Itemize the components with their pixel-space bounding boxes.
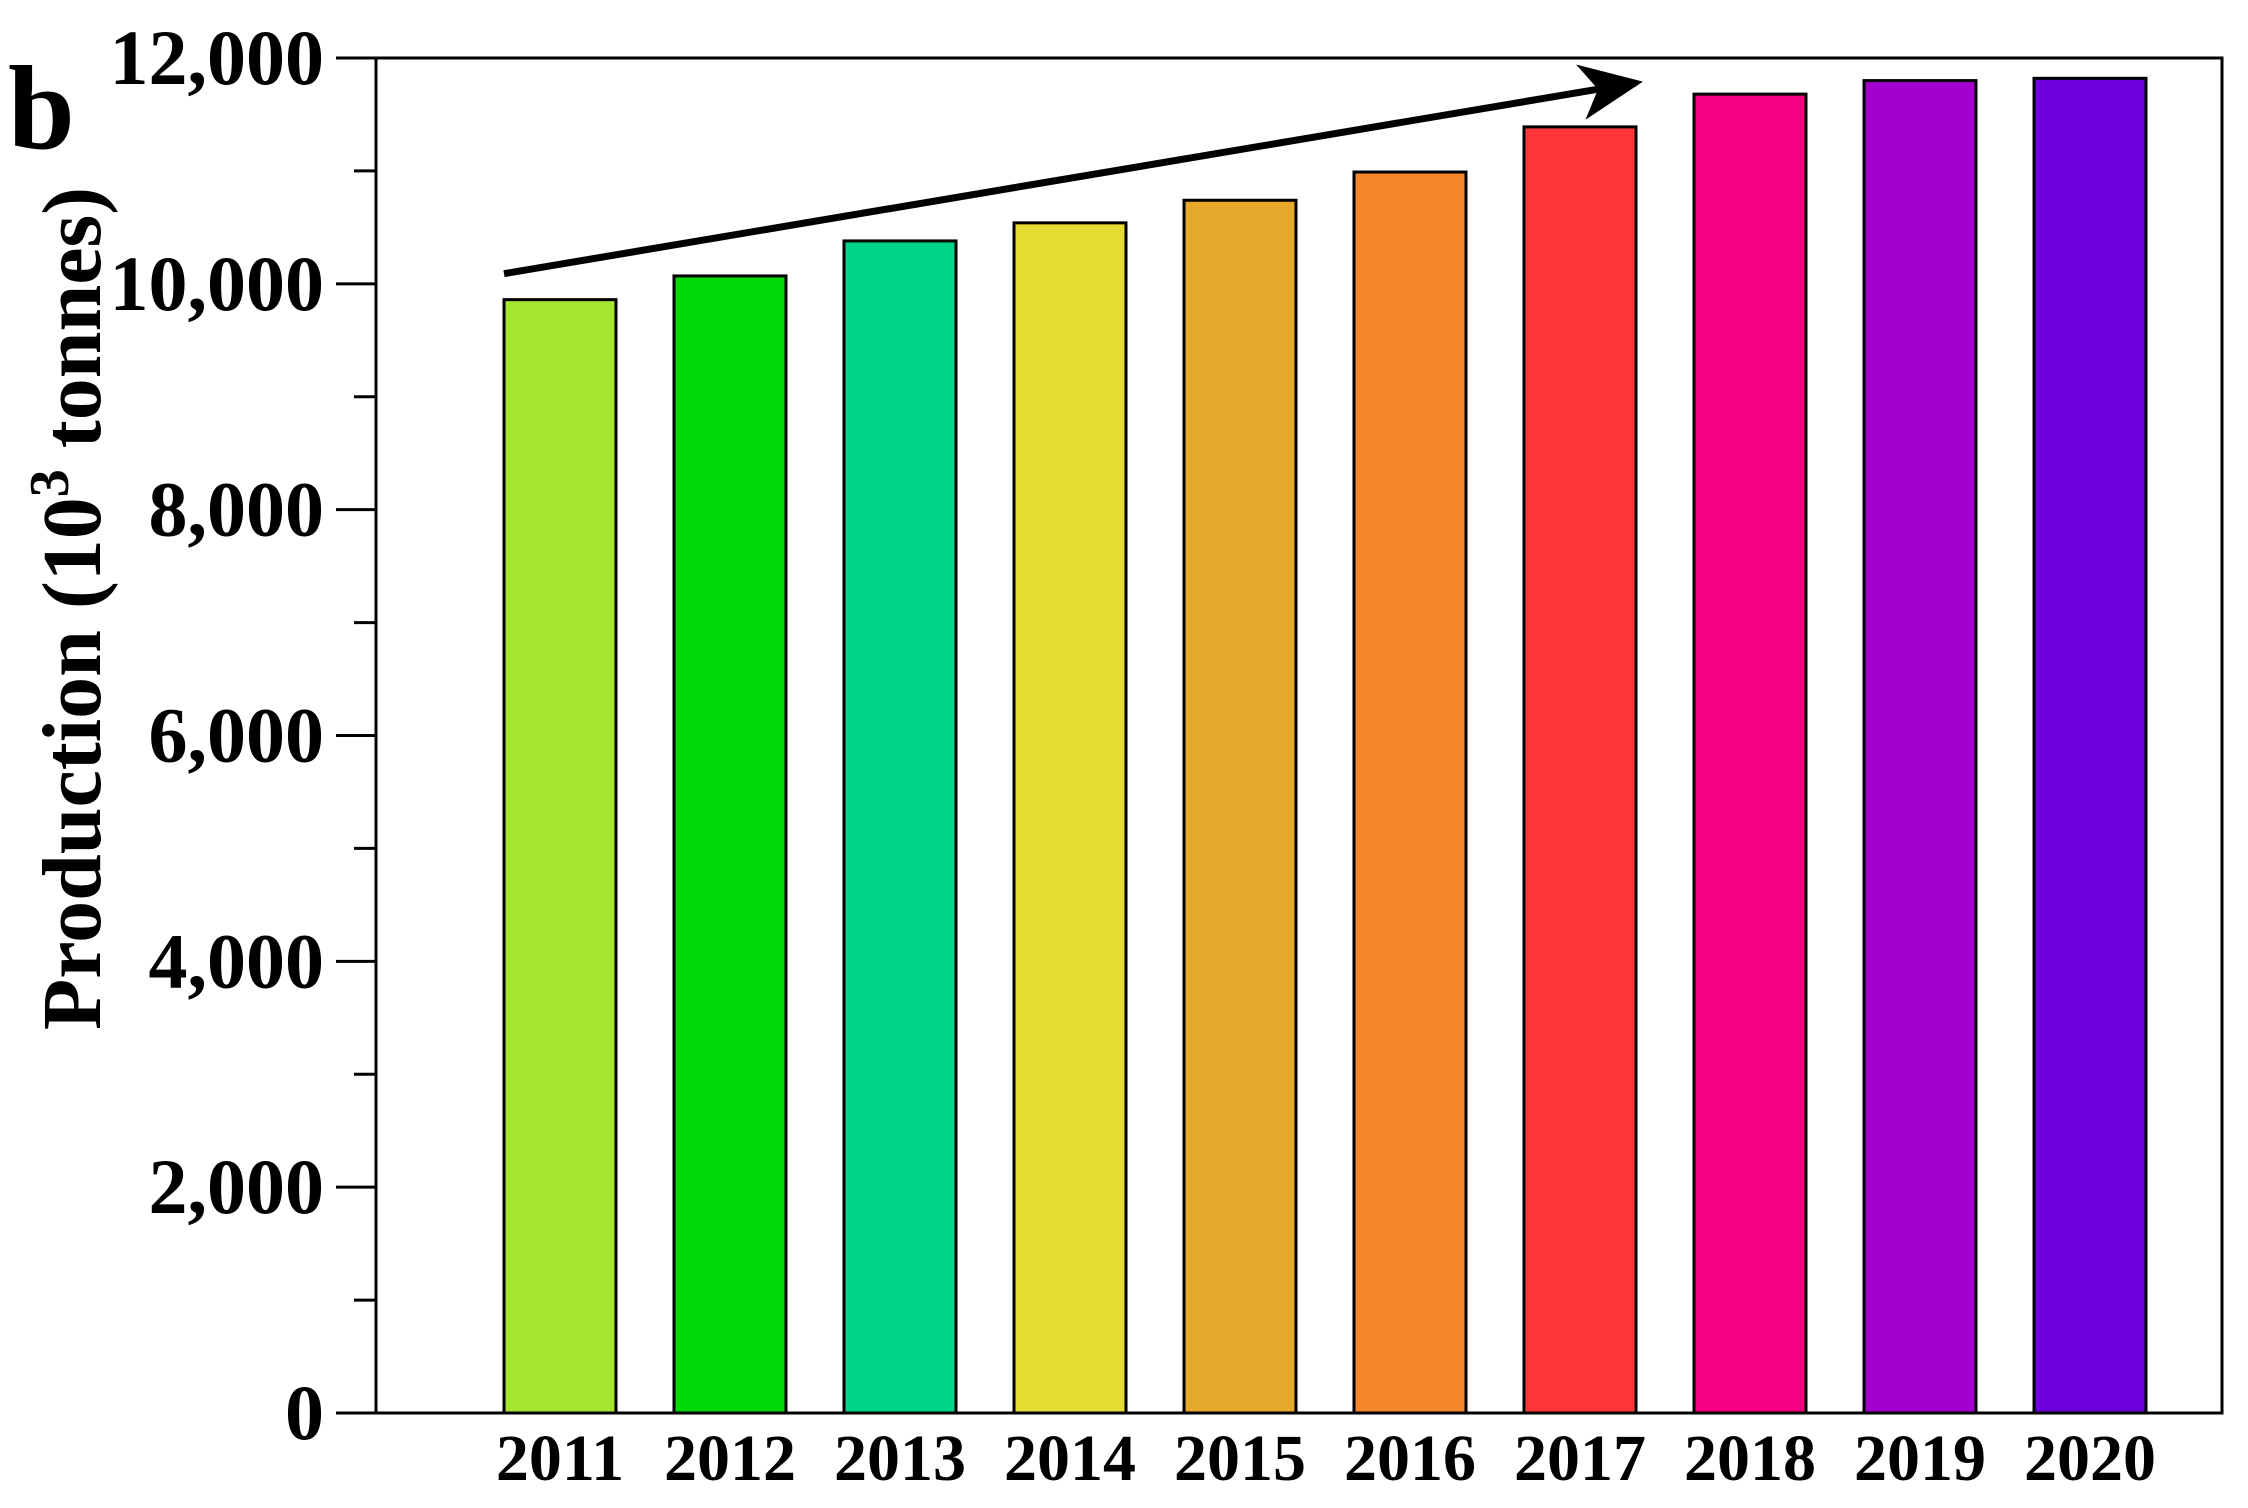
x-tick-label: 2012 <box>664 1422 796 1495</box>
y-axis-title: Production (103 tonnes) <box>19 187 119 1030</box>
bar-2019 <box>1862 79 1978 1415</box>
bar-2018 <box>1692 92 1808 1415</box>
y-tick-label: 2,000 <box>149 1143 325 1230</box>
bar-2017 <box>1522 125 1638 1415</box>
bar-2020 <box>2032 76 2148 1415</box>
y-tick-label: 6,000 <box>149 692 325 779</box>
bar-2015 <box>1182 198 1298 1415</box>
bars-layer <box>502 76 2148 1415</box>
x-tick-label: 2017 <box>1514 1422 1646 1495</box>
x-tick-label: 2019 <box>1854 1422 1986 1495</box>
x-tick-label: 2016 <box>1344 1422 1476 1495</box>
y-tick-label: 12,000 <box>110 14 325 101</box>
x-tick-label: 2011 <box>496 1422 624 1495</box>
bar-2016 <box>1352 170 1468 1415</box>
x-tick-label: 2018 <box>1684 1422 1816 1495</box>
x-tick-label: 2015 <box>1174 1422 1306 1495</box>
trend-arrow <box>503 64 1643 278</box>
bar-2013 <box>842 239 958 1415</box>
x-tick-label: 2020 <box>2024 1422 2156 1495</box>
x-tick-label: 2014 <box>1004 1422 1136 1495</box>
bar-2011 <box>502 298 618 1415</box>
y-tick-label: 4,000 <box>149 917 325 1004</box>
bar-2012 <box>672 274 788 1415</box>
annotation-layer <box>503 64 1643 278</box>
y-tick-label: 0 <box>285 1369 324 1456</box>
x-tick-label: 2013 <box>834 1422 966 1495</box>
y-tick-label: 8,000 <box>149 466 325 553</box>
bar-2014 <box>1012 221 1128 1415</box>
axes-layer: 0 2,000 4,000 6,000 8,000 10,000 12,000 2011 201… <box>110 14 2224 1495</box>
y-tick-label: 10,000 <box>110 240 325 327</box>
panel-label: b <box>8 41 75 174</box>
